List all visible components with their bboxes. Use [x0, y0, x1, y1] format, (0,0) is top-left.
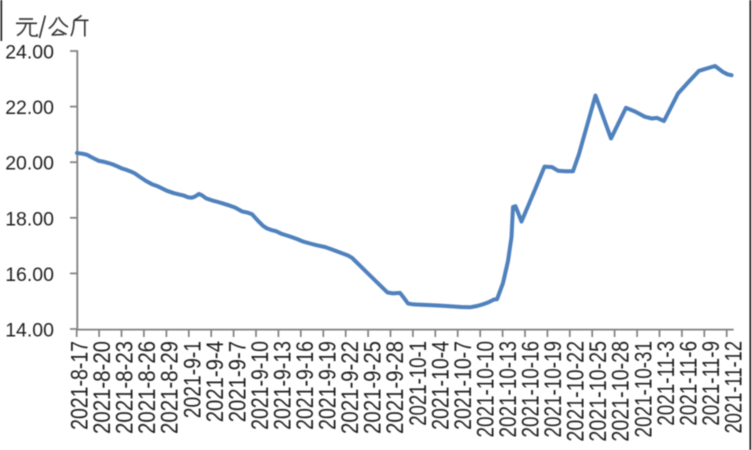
- svg-text:14.00: 14.00: [5, 320, 54, 342]
- svg-text:2021-10-31: 2021-10-31: [630, 341, 657, 438]
- svg-text:2021-11-3: 2021-11-3: [652, 341, 679, 426]
- svg-text:2021-9-22: 2021-9-22: [336, 341, 363, 434]
- svg-text:2021-10-22: 2021-10-22: [562, 341, 589, 442]
- svg-text:2021-10-19: 2021-10-19: [539, 341, 566, 438]
- svg-text:2021-10-10: 2021-10-10: [472, 341, 499, 438]
- svg-text:2021-9-16: 2021-9-16: [291, 341, 318, 430]
- svg-text:2021-9-25: 2021-9-25: [359, 341, 386, 434]
- svg-text:22.00: 22.00: [5, 97, 54, 119]
- svg-text:2021-8-23: 2021-8-23: [111, 341, 138, 434]
- svg-text:2021-10-7: 2021-10-7: [449, 341, 476, 430]
- svg-text:24.00: 24.00: [5, 42, 54, 64]
- svg-text:2021-10-16: 2021-10-16: [517, 341, 544, 438]
- svg-text:2021-9-19: 2021-9-19: [314, 341, 341, 430]
- svg-text:2021-11-6: 2021-11-6: [675, 341, 702, 426]
- svg-text:18.00: 18.00: [5, 208, 54, 230]
- svg-text:2021-10-25: 2021-10-25: [585, 341, 612, 442]
- svg-text:20.00: 20.00: [5, 153, 54, 175]
- svg-text:16.00: 16.00: [5, 264, 54, 286]
- svg-text:2021-10-28: 2021-10-28: [607, 341, 634, 442]
- svg-text:2021-8-26: 2021-8-26: [134, 341, 161, 434]
- svg-text:2021-9-13: 2021-9-13: [269, 341, 296, 430]
- svg-text:2021-8-17: 2021-8-17: [66, 341, 93, 430]
- svg-text:2021-9-28: 2021-9-28: [382, 341, 409, 434]
- svg-text:2021-9-10: 2021-9-10: [246, 341, 273, 430]
- svg-text:2021-10-13: 2021-10-13: [494, 341, 521, 438]
- svg-text:2021-11-9: 2021-11-9: [697, 341, 724, 426]
- svg-text:2021-11-12: 2021-11-12: [720, 341, 747, 433]
- svg-text:2021-10-1: 2021-10-1: [404, 341, 431, 426]
- svg-text:2021-10-4: 2021-10-4: [427, 341, 454, 430]
- svg-text:2021-8-29: 2021-8-29: [156, 341, 183, 434]
- svg-text:2021-9-1: 2021-9-1: [179, 341, 206, 418]
- svg-text:2021-9-7: 2021-9-7: [224, 341, 251, 422]
- svg-text:2021-9-4: 2021-9-4: [201, 341, 228, 422]
- svg-text:2021-8-20: 2021-8-20: [88, 341, 115, 434]
